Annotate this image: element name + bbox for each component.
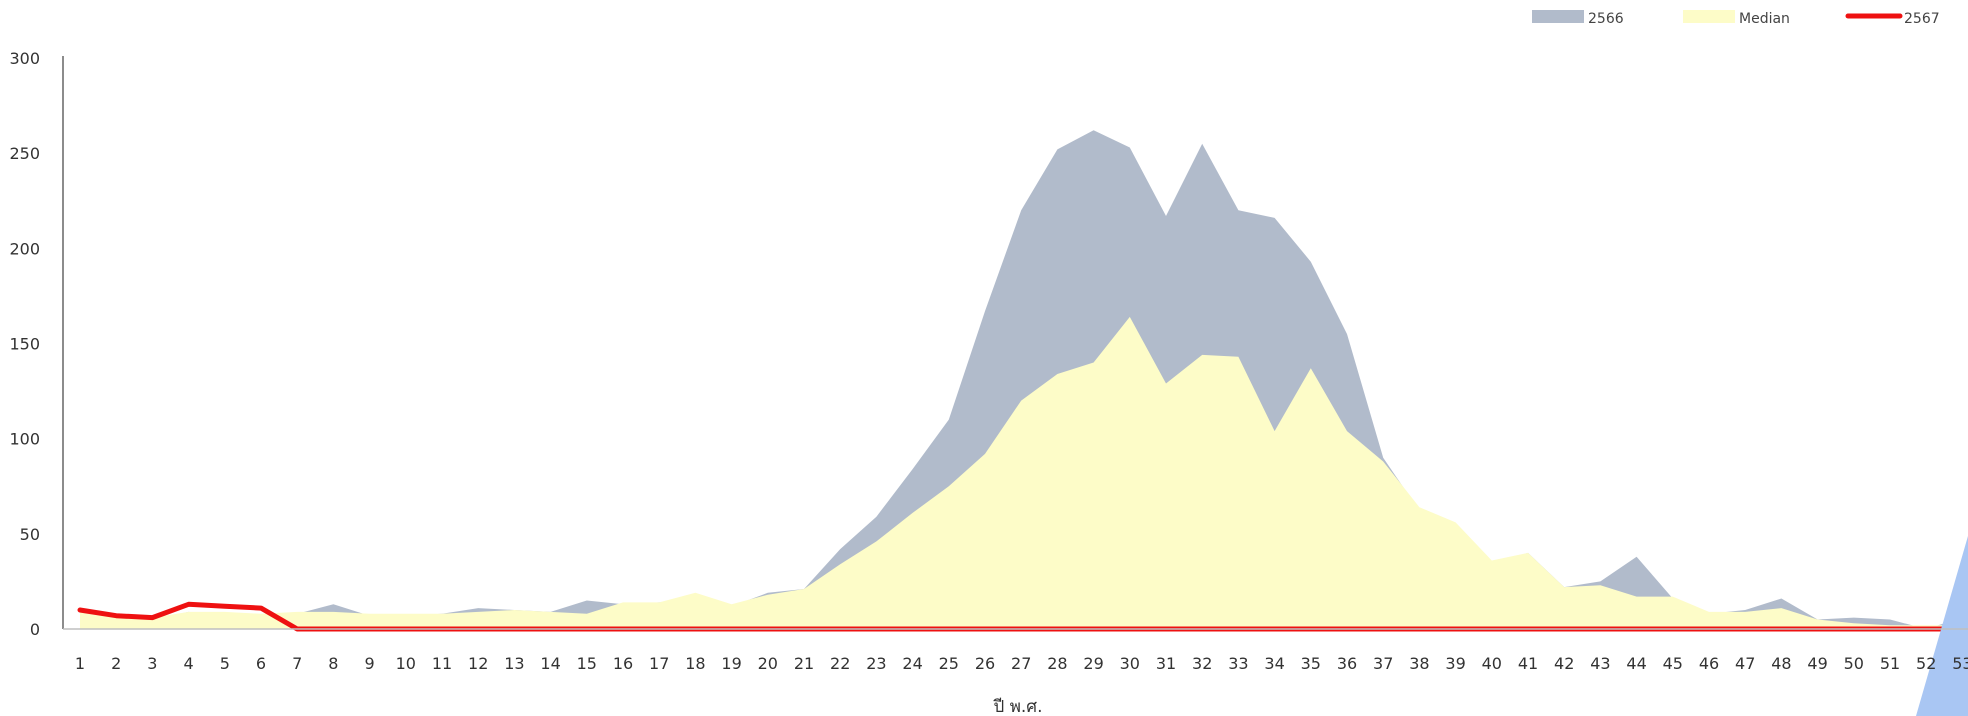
x-tick-label: 23 [866,654,886,673]
x-tick-label: 41 [1518,654,1538,673]
x-tick-label: 24 [902,654,922,673]
y-tick-label: 50 [20,525,40,544]
x-axis-title: ปี พ.ศ. [993,697,1043,716]
x-tick-label: 39 [1445,654,1465,673]
x-tick-label: 42 [1554,654,1574,673]
corner-shape [1916,536,1968,716]
x-tick-label: 4 [184,654,194,673]
x-tick-label: 7 [292,654,302,673]
area-series-median [80,316,1963,629]
x-tick-label: 10 [396,654,416,673]
x-tick-label: 1 [75,654,85,673]
x-tick-label: 51 [1880,654,1900,673]
x-tick-label: 26 [975,654,995,673]
x-tick-label: 47 [1735,654,1755,673]
x-tick-label: 53 [1952,654,1968,673]
x-tick-label: 49 [1807,654,1827,673]
legend-swatch [1683,10,1735,23]
x-tick-label: 19 [721,654,741,673]
y-tick-label: 0 [30,620,40,639]
x-tick-label: 35 [1301,654,1321,673]
x-tick-label: 21 [794,654,814,673]
x-tick-label: 14 [540,654,560,673]
x-tick-label: 40 [1482,654,1502,673]
x-tick-label: 8 [328,654,338,673]
y-tick-label: 300 [9,49,40,68]
x-tick-label: 33 [1228,654,1248,673]
legend: 2566 Median 2567 [1532,10,1940,27]
x-tick-label: 17 [649,654,669,673]
series-areas [80,130,1963,630]
x-tick-label: 48 [1771,654,1791,673]
x-tick-label: 11 [432,654,452,673]
x-tick-label: 25 [939,654,959,673]
x-tick-label: 3 [147,654,157,673]
legend-item-2566: 2566 [1532,10,1624,27]
x-tick-label: 28 [1047,654,1067,673]
x-tick-label: 15 [577,654,597,673]
y-tick-label: 150 [9,335,40,354]
x-tick-label: 29 [1083,654,1103,673]
x-tick-label: 50 [1844,654,1864,673]
x-tick-label: 6 [256,654,266,673]
x-tick-label: 20 [758,654,778,673]
y-tick-label: 200 [9,239,40,258]
x-axis-ticks: 1 2 3 4 5 6 7 8 9 10 11 12 13 14 15 16 17 18 19 20 21 22 23 24 2… [75,654,1968,673]
x-tick-label: 44 [1626,654,1646,673]
x-tick-label: 16 [613,654,633,673]
x-tick-label: 37 [1373,654,1393,673]
y-tick-label: 100 [9,430,40,449]
x-tick-label: 12 [468,654,488,673]
x-tick-label: 13 [504,654,524,673]
x-tick-label: 43 [1590,654,1610,673]
legend-label: Median [1739,11,1790,27]
legend-label: 2567 [1904,11,1940,27]
x-tick-label: 38 [1409,654,1429,673]
x-tick-label: 32 [1192,654,1212,673]
y-axis-ticks: 0 50 100 150 200 250 300 [9,49,40,639]
x-tick-label: 46 [1699,654,1719,673]
x-tick-label: 5 [220,654,230,673]
x-tick-label: 9 [365,654,375,673]
x-tick-label: 30 [1120,654,1140,673]
legend-item-median: Median [1683,10,1790,27]
x-tick-label: 52 [1916,654,1936,673]
blue-corner-shape [1916,536,1968,716]
x-tick-label: 18 [685,654,705,673]
y-tick-label: 250 [9,144,40,163]
x-tick-label: 45 [1663,654,1683,673]
x-tick-label: 36 [1337,654,1357,673]
x-tick-label: 27 [1011,654,1031,673]
legend-label: 2566 [1588,11,1624,27]
legend-item-2567: 2567 [1845,11,1940,27]
x-tick-label: 2 [111,654,121,673]
area-series-2566 [80,130,1963,630]
legend-swatch [1532,10,1584,23]
x-tick-label: 31 [1156,654,1176,673]
x-tick-label: 34 [1264,654,1284,673]
x-tick-label: 22 [830,654,850,673]
axes [62,56,1968,630]
